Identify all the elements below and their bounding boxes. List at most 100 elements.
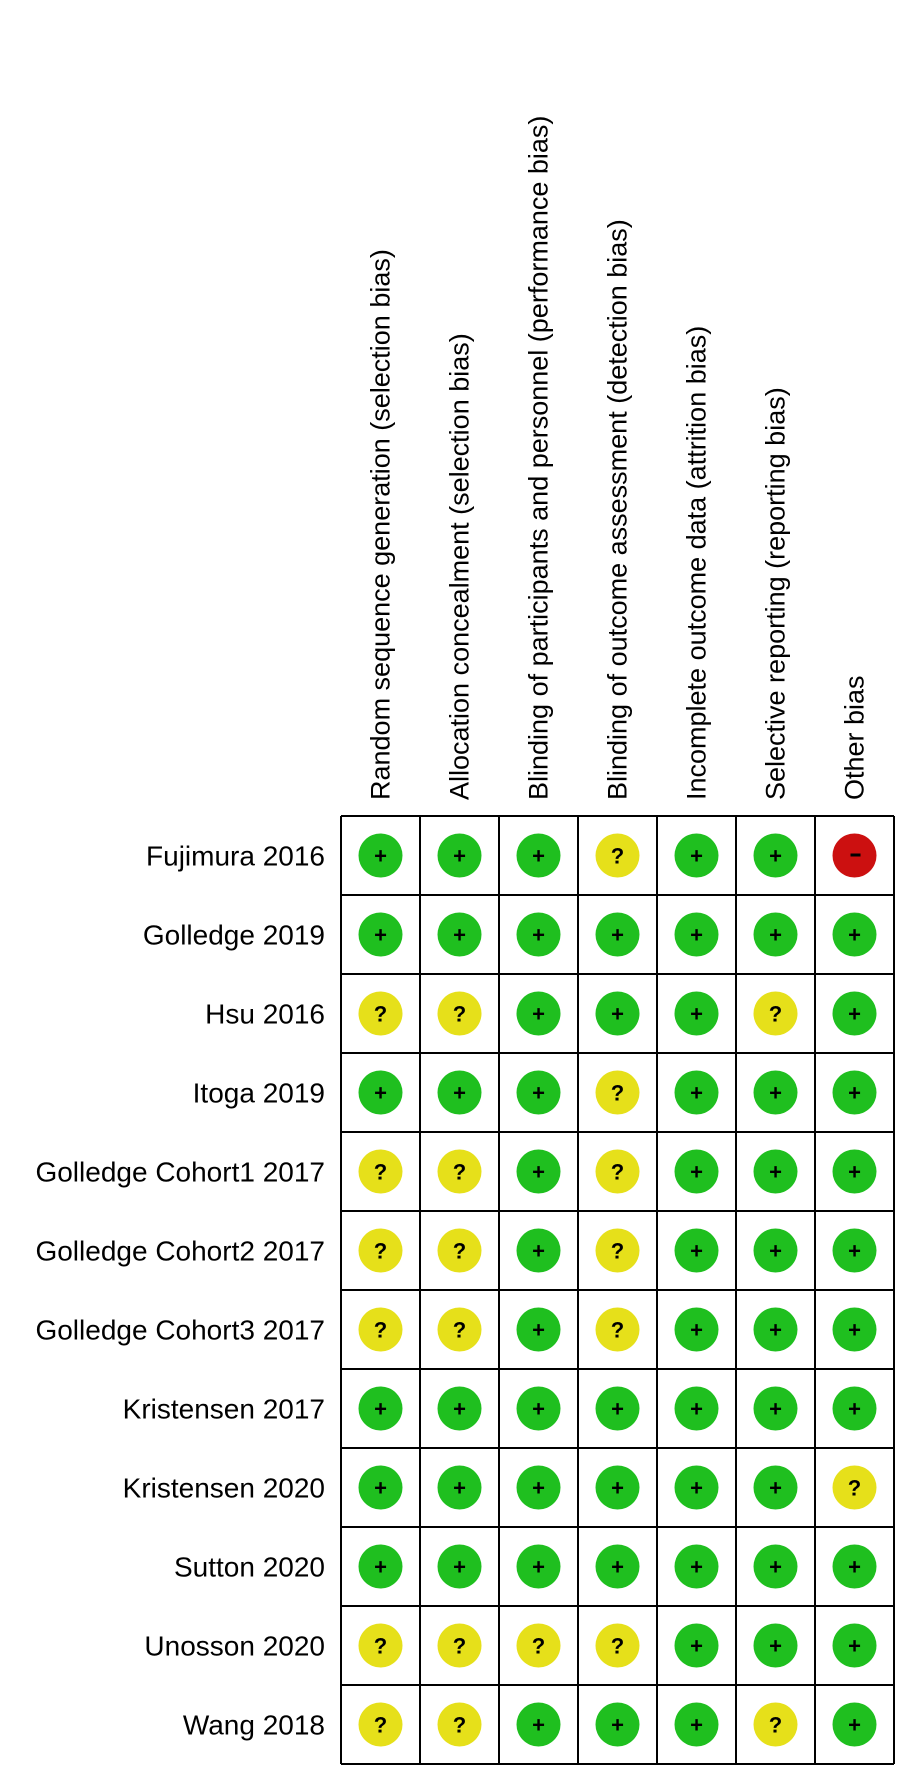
judgement-circle bbox=[674, 991, 719, 1036]
low-risk-mark: + bbox=[753, 912, 798, 957]
plus-symbol: + bbox=[690, 1081, 703, 1106]
plus-symbol: + bbox=[453, 1555, 466, 1580]
plus-symbol: + bbox=[532, 1239, 545, 1264]
judgement-marks: + + +? + + + + + + + + +?? + + +? + + + +? + + +?? +? + + +?? +? + +… bbox=[358, 833, 877, 1747]
low-risk-mark: + bbox=[753, 1149, 798, 1194]
question-symbol: ? bbox=[453, 1002, 466, 1027]
plus-symbol: + bbox=[690, 1002, 703, 1027]
low-risk-mark: + bbox=[674, 1307, 719, 1352]
question-symbol: ? bbox=[611, 1634, 624, 1659]
low-risk-mark: + bbox=[437, 1386, 482, 1431]
plus-symbol: + bbox=[453, 1397, 466, 1422]
judgement-circle bbox=[437, 1544, 482, 1589]
judgement-circle bbox=[358, 833, 403, 878]
low-risk-mark: + bbox=[358, 1070, 403, 1115]
study-label: Golledge Cohort2 2017 bbox=[35, 1236, 325, 1267]
unclear-risk-mark: ? bbox=[595, 1623, 640, 1668]
judgement-circle bbox=[437, 912, 482, 957]
question-symbol: ? bbox=[453, 1318, 466, 1343]
question-symbol: ? bbox=[848, 1476, 861, 1501]
plus-symbol: + bbox=[374, 1476, 387, 1501]
judgement-circle bbox=[516, 1623, 561, 1668]
low-risk-mark: + bbox=[674, 1544, 719, 1589]
judgement-circle bbox=[595, 912, 640, 957]
column-label: Blinding of participants and personnel (… bbox=[524, 116, 554, 800]
plus-symbol: + bbox=[532, 1397, 545, 1422]
question-symbol: ? bbox=[374, 1002, 387, 1027]
plus-symbol: + bbox=[769, 1239, 782, 1264]
row-labels: Fujimura 2016 Golledge 2019 Hsu 2016 Itoga … bbox=[35, 841, 325, 1741]
judgement-circle bbox=[674, 833, 719, 878]
unclear-risk-mark: ? bbox=[832, 1465, 877, 1510]
plus-symbol: + bbox=[769, 1160, 782, 1185]
plus-symbol: + bbox=[769, 1476, 782, 1501]
plus-symbol: + bbox=[532, 1081, 545, 1106]
plus-symbol: + bbox=[769, 923, 782, 948]
low-risk-mark: + bbox=[832, 912, 877, 957]
plus-symbol: + bbox=[848, 923, 861, 948]
plus-symbol: + bbox=[611, 1476, 624, 1501]
question-symbol: ? bbox=[374, 1239, 387, 1264]
judgement-circle bbox=[753, 1465, 798, 1510]
low-risk-mark: + bbox=[753, 1228, 798, 1273]
high-risk-mark bbox=[832, 833, 877, 878]
question-symbol: ? bbox=[611, 1081, 624, 1106]
unclear-risk-mark: ? bbox=[358, 991, 403, 1036]
judgement-circle bbox=[595, 1149, 640, 1194]
judgement-circle bbox=[595, 1228, 640, 1273]
judgement-circle bbox=[832, 1307, 877, 1352]
question-symbol: ? bbox=[453, 1634, 466, 1659]
question-symbol: ? bbox=[611, 1160, 624, 1185]
question-symbol: ? bbox=[453, 1239, 466, 1264]
column-label: Selective reporting (reporting bias) bbox=[761, 387, 791, 800]
low-risk-mark: + bbox=[437, 833, 482, 878]
judgement-circle bbox=[437, 1386, 482, 1431]
low-risk-mark: + bbox=[674, 1228, 719, 1273]
judgement-circle bbox=[832, 1465, 877, 1510]
unclear-risk-mark: ? bbox=[358, 1307, 403, 1352]
study-label: Kristensen 2017 bbox=[123, 1394, 325, 1425]
judgement-circle bbox=[437, 1465, 482, 1510]
judgement-circle bbox=[516, 1228, 561, 1273]
plus-symbol: + bbox=[690, 844, 703, 869]
unclear-risk-mark: ? bbox=[437, 1307, 482, 1352]
judgement-circle bbox=[674, 1149, 719, 1194]
unclear-risk-mark: ? bbox=[437, 991, 482, 1036]
question-symbol: ? bbox=[769, 1002, 782, 1027]
plus-symbol: + bbox=[848, 1239, 861, 1264]
judgement-circle bbox=[832, 1386, 877, 1431]
question-symbol: ? bbox=[611, 1318, 624, 1343]
plus-symbol: + bbox=[848, 1555, 861, 1580]
plus-symbol: + bbox=[690, 1318, 703, 1343]
judgement-circle bbox=[516, 1149, 561, 1194]
plus-symbol: + bbox=[690, 1713, 703, 1738]
judgement-circle bbox=[753, 1386, 798, 1431]
plus-symbol: + bbox=[532, 1160, 545, 1185]
judgement-circle bbox=[595, 1070, 640, 1115]
judgement-circle bbox=[674, 1070, 719, 1115]
plus-symbol: + bbox=[532, 1555, 545, 1580]
minus-symbol bbox=[850, 853, 861, 857]
column-label: Allocation concealment (selection bias) bbox=[445, 333, 475, 800]
plus-symbol: + bbox=[690, 1239, 703, 1264]
plus-symbol: + bbox=[848, 1081, 861, 1106]
unclear-risk-mark: ? bbox=[595, 1070, 640, 1115]
question-symbol: ? bbox=[374, 1634, 387, 1659]
low-risk-mark: + bbox=[674, 1386, 719, 1431]
judgement-circle bbox=[358, 1070, 403, 1115]
question-symbol: ? bbox=[453, 1713, 466, 1738]
study-label: Fujimura 2016 bbox=[146, 841, 325, 872]
plus-symbol: + bbox=[374, 1081, 387, 1106]
judgement-circle bbox=[437, 1702, 482, 1747]
plus-symbol: + bbox=[611, 1397, 624, 1422]
low-risk-mark: + bbox=[437, 912, 482, 957]
question-symbol: ? bbox=[769, 1713, 782, 1738]
low-risk-mark: + bbox=[516, 1228, 561, 1273]
study-label: Itoga 2019 bbox=[193, 1078, 325, 1109]
low-risk-mark: + bbox=[358, 912, 403, 957]
study-label: Unosson 2020 bbox=[144, 1631, 325, 1662]
unclear-risk-mark: ? bbox=[595, 1149, 640, 1194]
plus-symbol: + bbox=[690, 923, 703, 948]
plus-symbol: + bbox=[769, 1555, 782, 1580]
judgement-circle bbox=[437, 991, 482, 1036]
